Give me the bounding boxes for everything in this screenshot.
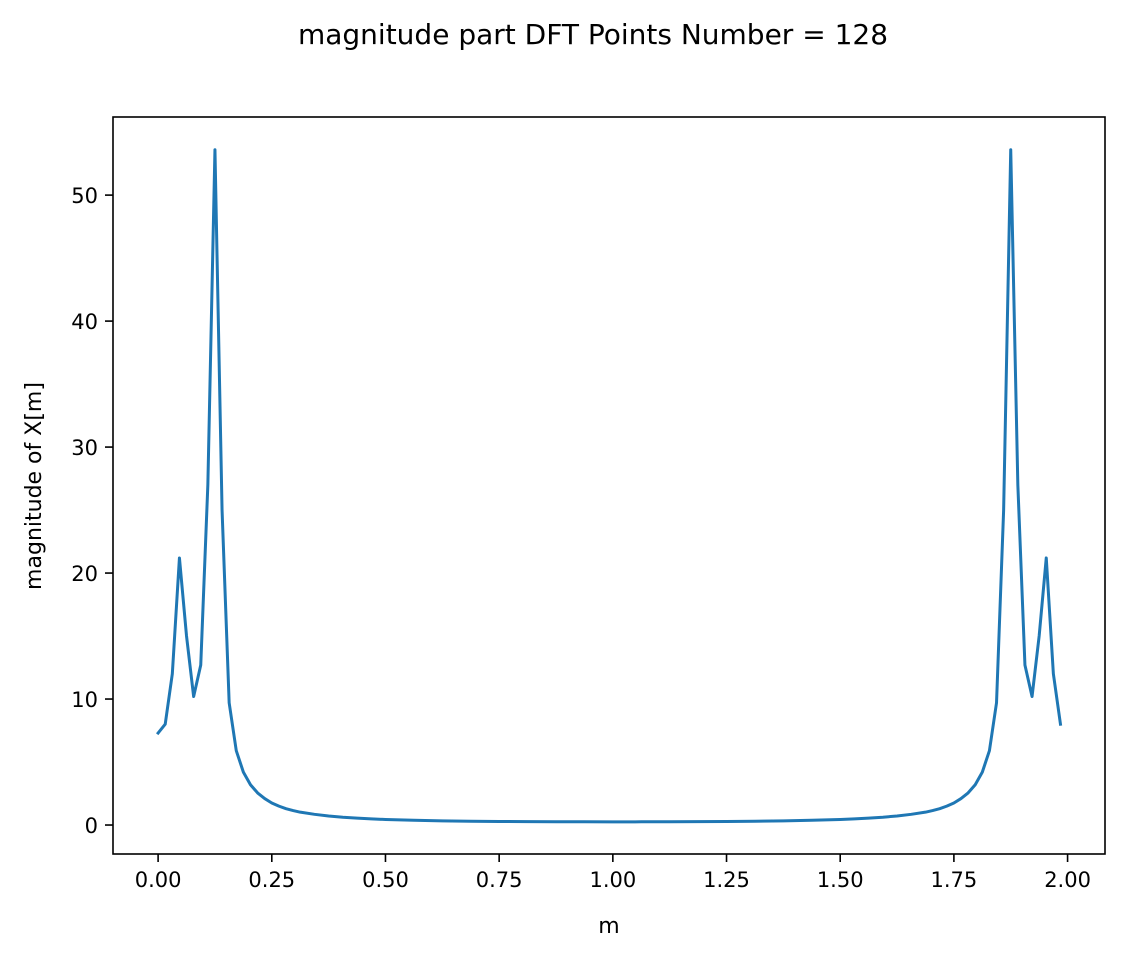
y-tick-label: 50 — [71, 184, 98, 208]
axes-frame — [112, 116, 1106, 855]
x-tick-label: 0.75 — [476, 868, 523, 892]
y-tick-label: 30 — [71, 436, 98, 460]
y-tick-label: 10 — [71, 688, 98, 712]
x-tick-label: 1.75 — [931, 868, 978, 892]
x-tick-label: 0.00 — [135, 868, 182, 892]
x-tick-label: 1.25 — [703, 868, 750, 892]
x-tick-label: 0.25 — [248, 868, 295, 892]
chart-title: magnitude part DFT Points Number = 128 — [298, 18, 888, 51]
y-axis-label: magnitude of X[m] — [22, 382, 47, 590]
x-tick-label: 1.50 — [817, 868, 864, 892]
x-tick-label: 0.50 — [362, 868, 409, 892]
x-tick-label: 2.00 — [1044, 868, 1091, 892]
x-tick-label: 1.00 — [589, 868, 636, 892]
y-tick-label: 20 — [71, 562, 98, 586]
series-line — [156, 148, 1063, 824]
y-tick-label: 0 — [85, 814, 98, 838]
x-axis: 0.00 0.25 0.50 0.75 1.00 1.25 1.50 1.75 2.00 — [135, 854, 1091, 892]
y-axis: 0 10 20 30 40 50 — [71, 184, 113, 838]
y-tick-label: 40 — [71, 310, 98, 334]
x-axis-label: m — [598, 914, 619, 939]
plot-area — [112, 116, 1106, 855]
